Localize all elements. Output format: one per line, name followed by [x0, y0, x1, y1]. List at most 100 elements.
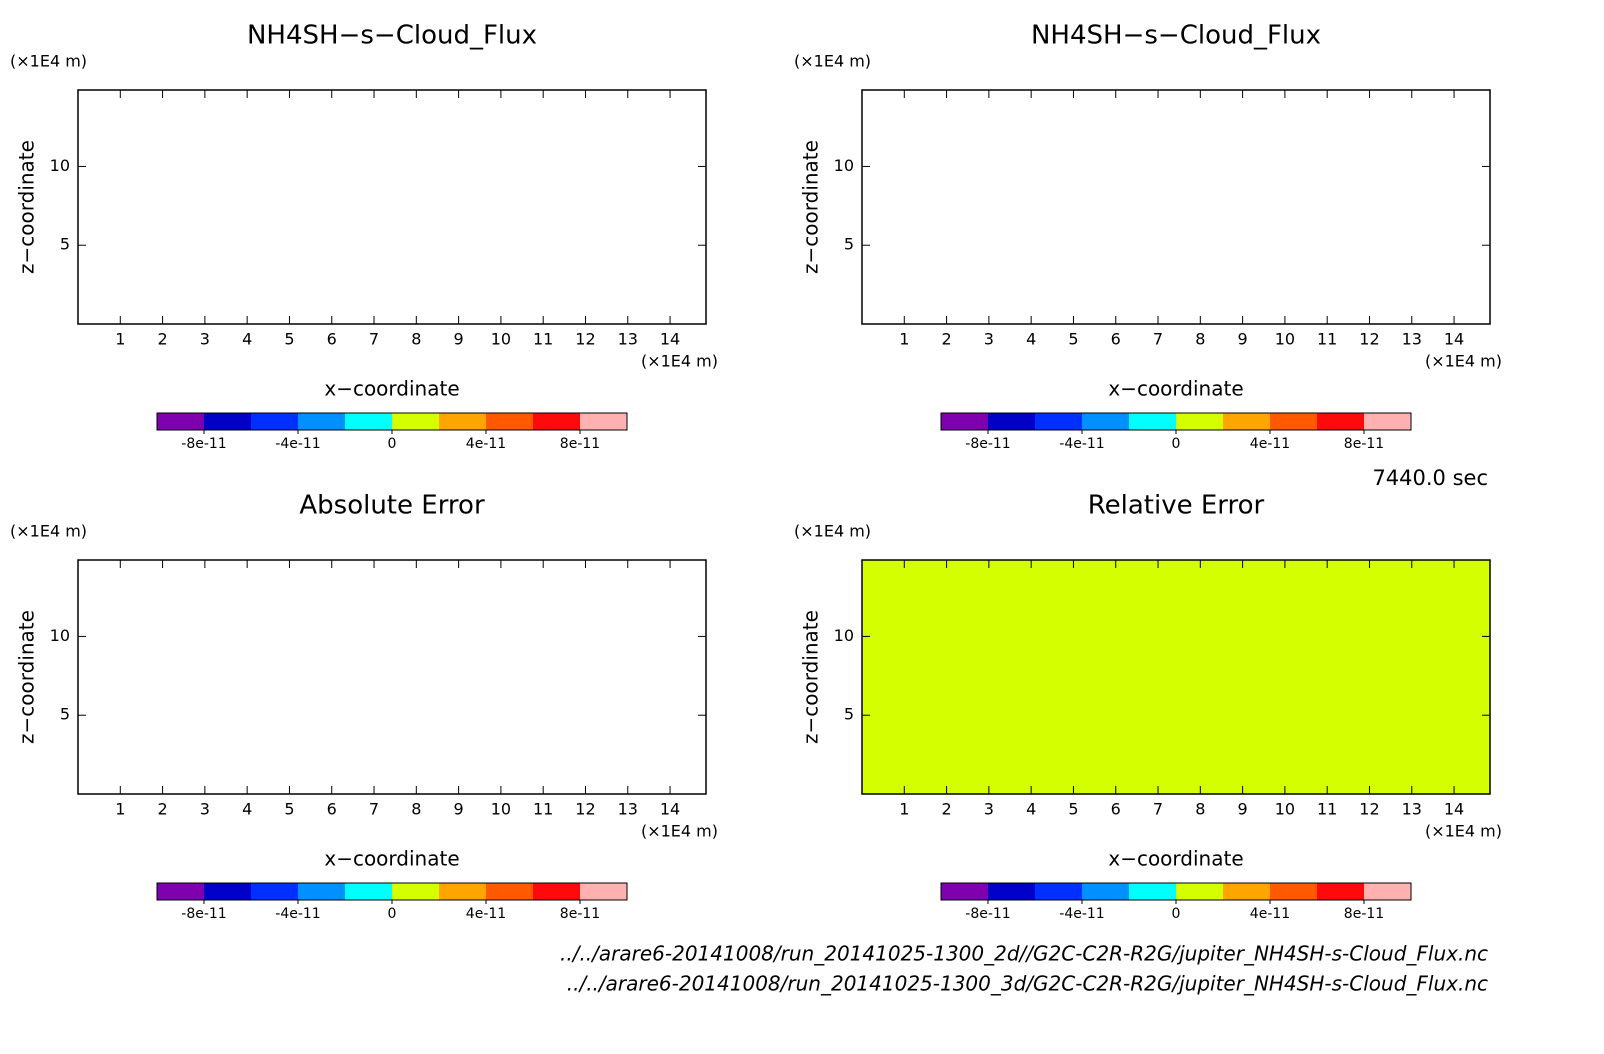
x-tick-label: 3 [200, 330, 210, 349]
colorbar-bin [941, 883, 988, 900]
x-tick-label: 7 [1153, 800, 1163, 819]
plot-frame [861, 89, 1491, 325]
colorbar-bin [1082, 883, 1129, 900]
colorbar-tick-label: 4e-11 [466, 906, 506, 922]
x-tick-label: 14 [660, 330, 680, 349]
colorbar-bin [580, 883, 627, 900]
x-tick-label: 10 [1275, 800, 1295, 819]
colorbar-bin [1129, 883, 1176, 900]
y-tick-label: 10 [834, 156, 854, 175]
colorbar-tick-label: -8e-11 [181, 906, 226, 922]
colorbar-bin [1317, 883, 1364, 900]
colorbar-tick-label: 8e-11 [560, 436, 600, 452]
colorbar-bin [1270, 413, 1317, 430]
x-tick-label: 13 [618, 800, 638, 819]
colorbar-tick-label: 0 [1172, 906, 1181, 922]
colorbar-bin [1364, 413, 1411, 430]
colorbar-bin [486, 883, 533, 900]
y-tick-label: 5 [844, 235, 854, 254]
x-tick-label: 11 [1317, 330, 1337, 349]
y-axis-label: z−coordinate [799, 610, 823, 744]
x-tick-label: 10 [491, 800, 511, 819]
colorbar-tick-label: 0 [388, 906, 397, 922]
x-tick-label: 13 [1402, 800, 1422, 819]
x-tick-label: 10 [491, 330, 511, 349]
time-label: 7440.0 sec [1372, 466, 1488, 490]
colorbar-tick-label: 4e-11 [1250, 906, 1290, 922]
colorbar-bin [251, 413, 298, 430]
colorbar-bin [157, 883, 204, 900]
x-tick-label: 10 [1275, 330, 1295, 349]
y-tick-label: 10 [50, 626, 70, 645]
x-tick-label: 9 [454, 330, 464, 349]
colorbar-bin [251, 883, 298, 900]
plot-frame [77, 89, 707, 325]
colorbar-tick-label: -4e-11 [1059, 906, 1104, 922]
x-unit: (×1E4 m) [1425, 822, 1502, 841]
colorbar-bin [1082, 413, 1129, 430]
colorbar-bin [345, 413, 392, 430]
colorbar-bin [1176, 883, 1223, 900]
x-tick-label: 6 [1111, 800, 1121, 819]
x-tick-label: 14 [1444, 800, 1464, 819]
x-unit: (×1E4 m) [641, 822, 718, 841]
colorbar-bin [988, 883, 1035, 900]
x-tick-label: 1 [115, 800, 125, 819]
colorbar-bin [486, 413, 533, 430]
x-tick-label: 11 [1317, 800, 1337, 819]
colorbar-bin [988, 413, 1035, 430]
colorbar-bin [533, 883, 580, 900]
x-tick-label: 9 [454, 800, 464, 819]
y-tick-label: 5 [60, 235, 70, 254]
x-tick-label: 12 [575, 800, 595, 819]
plot-frame [861, 559, 1491, 795]
x-tick-label: 14 [660, 800, 680, 819]
colorbar-bin [580, 413, 627, 430]
x-tick-label: 1 [899, 800, 909, 819]
colorbar-bin [1035, 413, 1082, 430]
y-unit: (×1E4 m) [794, 52, 871, 71]
x-tick-label: 11 [533, 800, 553, 819]
x-tick-label: 12 [575, 330, 595, 349]
y-tick-label: 10 [834, 626, 854, 645]
chart-title: Relative Error [1088, 491, 1265, 521]
colorbar-bin [157, 413, 204, 430]
x-tick-label: 7 [1153, 330, 1163, 349]
x-tick-label: 8 [411, 800, 421, 819]
x-tick-label: 4 [242, 800, 252, 819]
x-tick-label: 2 [941, 330, 951, 349]
x-tick-label: 12 [1359, 800, 1379, 819]
colorbar-tick-label: 8e-11 [560, 906, 600, 922]
x-tick-label: 4 [1026, 330, 1036, 349]
colorbar-bin [439, 883, 486, 900]
x-tick-label: 11 [533, 330, 553, 349]
colorbar-bin [298, 413, 345, 430]
colorbar-bin [941, 413, 988, 430]
x-tick-label: 1 [899, 330, 909, 349]
x-tick-label: 6 [327, 800, 337, 819]
x-tick-label: 2 [157, 330, 167, 349]
colorbar-bin [1364, 883, 1411, 900]
x-axis-label: x−coordinate [324, 847, 459, 871]
colorbar-bin [533, 413, 580, 430]
colorbar-tick-label: 0 [388, 436, 397, 452]
colorbar-tick-label: -4e-11 [275, 436, 320, 452]
colorbar-bin [439, 413, 486, 430]
x-tick-label: 13 [1402, 330, 1422, 349]
x-tick-label: 9 [1238, 800, 1248, 819]
colorbar-bin [1129, 413, 1176, 430]
colorbar-bin [1035, 883, 1082, 900]
x-tick-label: 6 [1111, 330, 1121, 349]
colorbar-bin [392, 413, 439, 430]
colorbar-tick-label: 4e-11 [1250, 436, 1290, 452]
x-tick-label: 9 [1238, 330, 1248, 349]
colorbar-tick-label: -4e-11 [1059, 436, 1104, 452]
x-tick-label: 5 [1068, 330, 1078, 349]
colorbar-tick-label: 8e-11 [1344, 906, 1384, 922]
x-axis-label: x−coordinate [1108, 377, 1243, 401]
x-tick-label: 4 [1026, 800, 1036, 819]
x-tick-label: 2 [941, 800, 951, 819]
colorbar-bin [392, 883, 439, 900]
